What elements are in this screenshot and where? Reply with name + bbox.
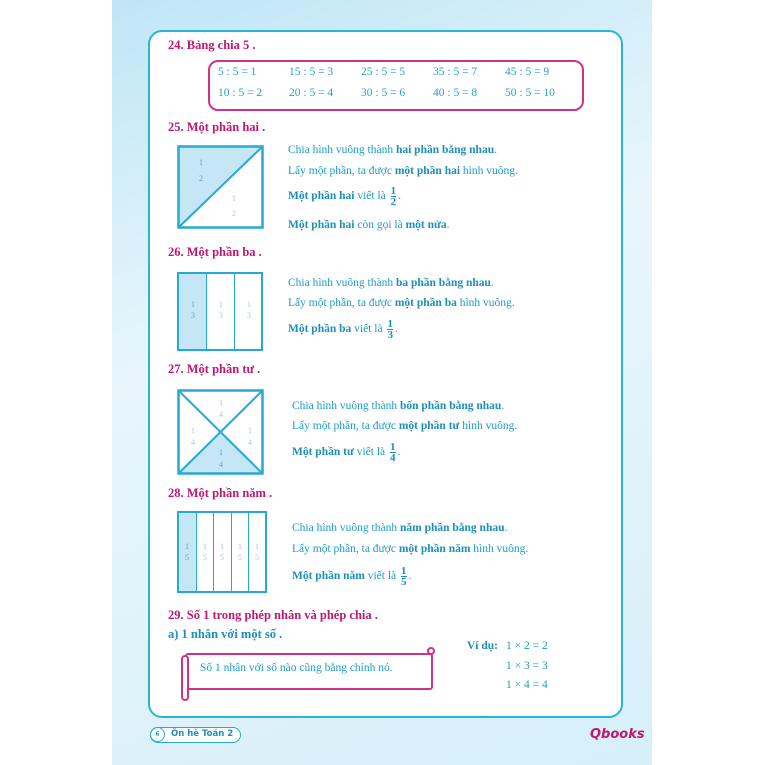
s25-line2: Lấy một phần, ta được một phần hai hình … — [288, 165, 518, 177]
svg-text:1: 1 — [248, 426, 252, 435]
division-fact: 50 : 5 = 10 — [505, 87, 555, 99]
svg-text:1: 1 — [191, 426, 195, 435]
division-fact: 40 : 5 = 8 — [433, 87, 478, 99]
division-fact: 20 : 5 = 4 — [289, 87, 334, 99]
scroll-curl-icon — [427, 647, 435, 655]
s26-line1: Chia hình vuông thành ba phần bằng nhau. — [288, 277, 494, 289]
s25-line4: Một phần hai còn gọi là một nửa. — [288, 219, 450, 231]
svg-text:4: 4 — [219, 410, 223, 419]
division-fact: 35 : 5 = 7 — [433, 66, 478, 78]
example-label: Ví dụ: — [467, 640, 498, 652]
svg-text:2: 2 — [232, 209, 236, 218]
scroll-roll-icon — [181, 655, 189, 701]
section-27-title: 27. Một phần tư . — [168, 362, 261, 376]
s27-line1: Chia hình vuông thành bốn phần bằng nhau… — [292, 400, 505, 412]
svg-text:4: 4 — [191, 438, 195, 447]
s28-line2: Lấy một phần, ta được một phần năm hình … — [292, 543, 529, 555]
example-1: 1 × 2 = 2 — [506, 640, 548, 652]
division-fact: 25 : 5 = 5 — [361, 66, 406, 78]
content-frame — [148, 30, 623, 718]
division-fact: 30 : 5 = 6 — [361, 87, 406, 99]
svg-text:4: 4 — [248, 438, 252, 447]
s27-line2: Lấy một phần, ta được một phần tư hình v… — [292, 420, 518, 432]
quarter-square-diagram: 1 4 1 4 1 4 1 4 — [177, 389, 264, 475]
example-3: 1 × 4 = 4 — [506, 679, 548, 691]
svg-text:4: 4 — [219, 460, 223, 469]
section-25-title: 25. Một phần hai . — [168, 120, 266, 134]
page-number: 6 — [150, 727, 165, 742]
division-fact: 45 : 5 = 9 — [505, 66, 550, 78]
section-29a-title: a) 1 nhân với một số . — [168, 627, 283, 641]
division-fact: 5 : 5 = 1 — [218, 66, 257, 78]
s28-line1: Chia hình vuông thành năm phần bằng nhau… — [292, 522, 508, 534]
fraction-label: 1 — [199, 158, 203, 167]
half-square-diagram: 1 2 1 2 — [177, 145, 264, 229]
svg-text:1: 1 — [219, 398, 223, 407]
rule-text: Số 1 nhân với số nào cũng bằng chính nó. — [200, 662, 393, 674]
section-26-title: 26. Một phần ba . — [168, 245, 262, 259]
svg-text:1: 1 — [219, 448, 223, 457]
division-table — [208, 60, 584, 111]
svg-text:2: 2 — [199, 174, 203, 183]
section-29-title: 29. Số 1 trong phép nhân và phép chia . — [168, 608, 378, 622]
footer-book-label: 6 Ôn hè Toán 2 — [150, 727, 241, 743]
s26-line2: Lấy một phần, ta được một phần ba hình v… — [288, 297, 515, 309]
section-24-title: 24. Bảng chia 5 . — [168, 38, 256, 52]
example-2: 1 × 3 = 3 — [506, 660, 548, 672]
s25-line1: Chia hình vuông thành hai phần bằng nhau… — [288, 144, 497, 156]
division-fact: 15 : 5 = 3 — [289, 66, 334, 78]
section-28-title: 28. Một phần năm . — [168, 486, 273, 500]
division-fact: 10 : 5 = 2 — [218, 87, 263, 99]
svg-text:1: 1 — [232, 194, 236, 203]
qbooks-logo: Qbooks — [590, 727, 645, 742]
